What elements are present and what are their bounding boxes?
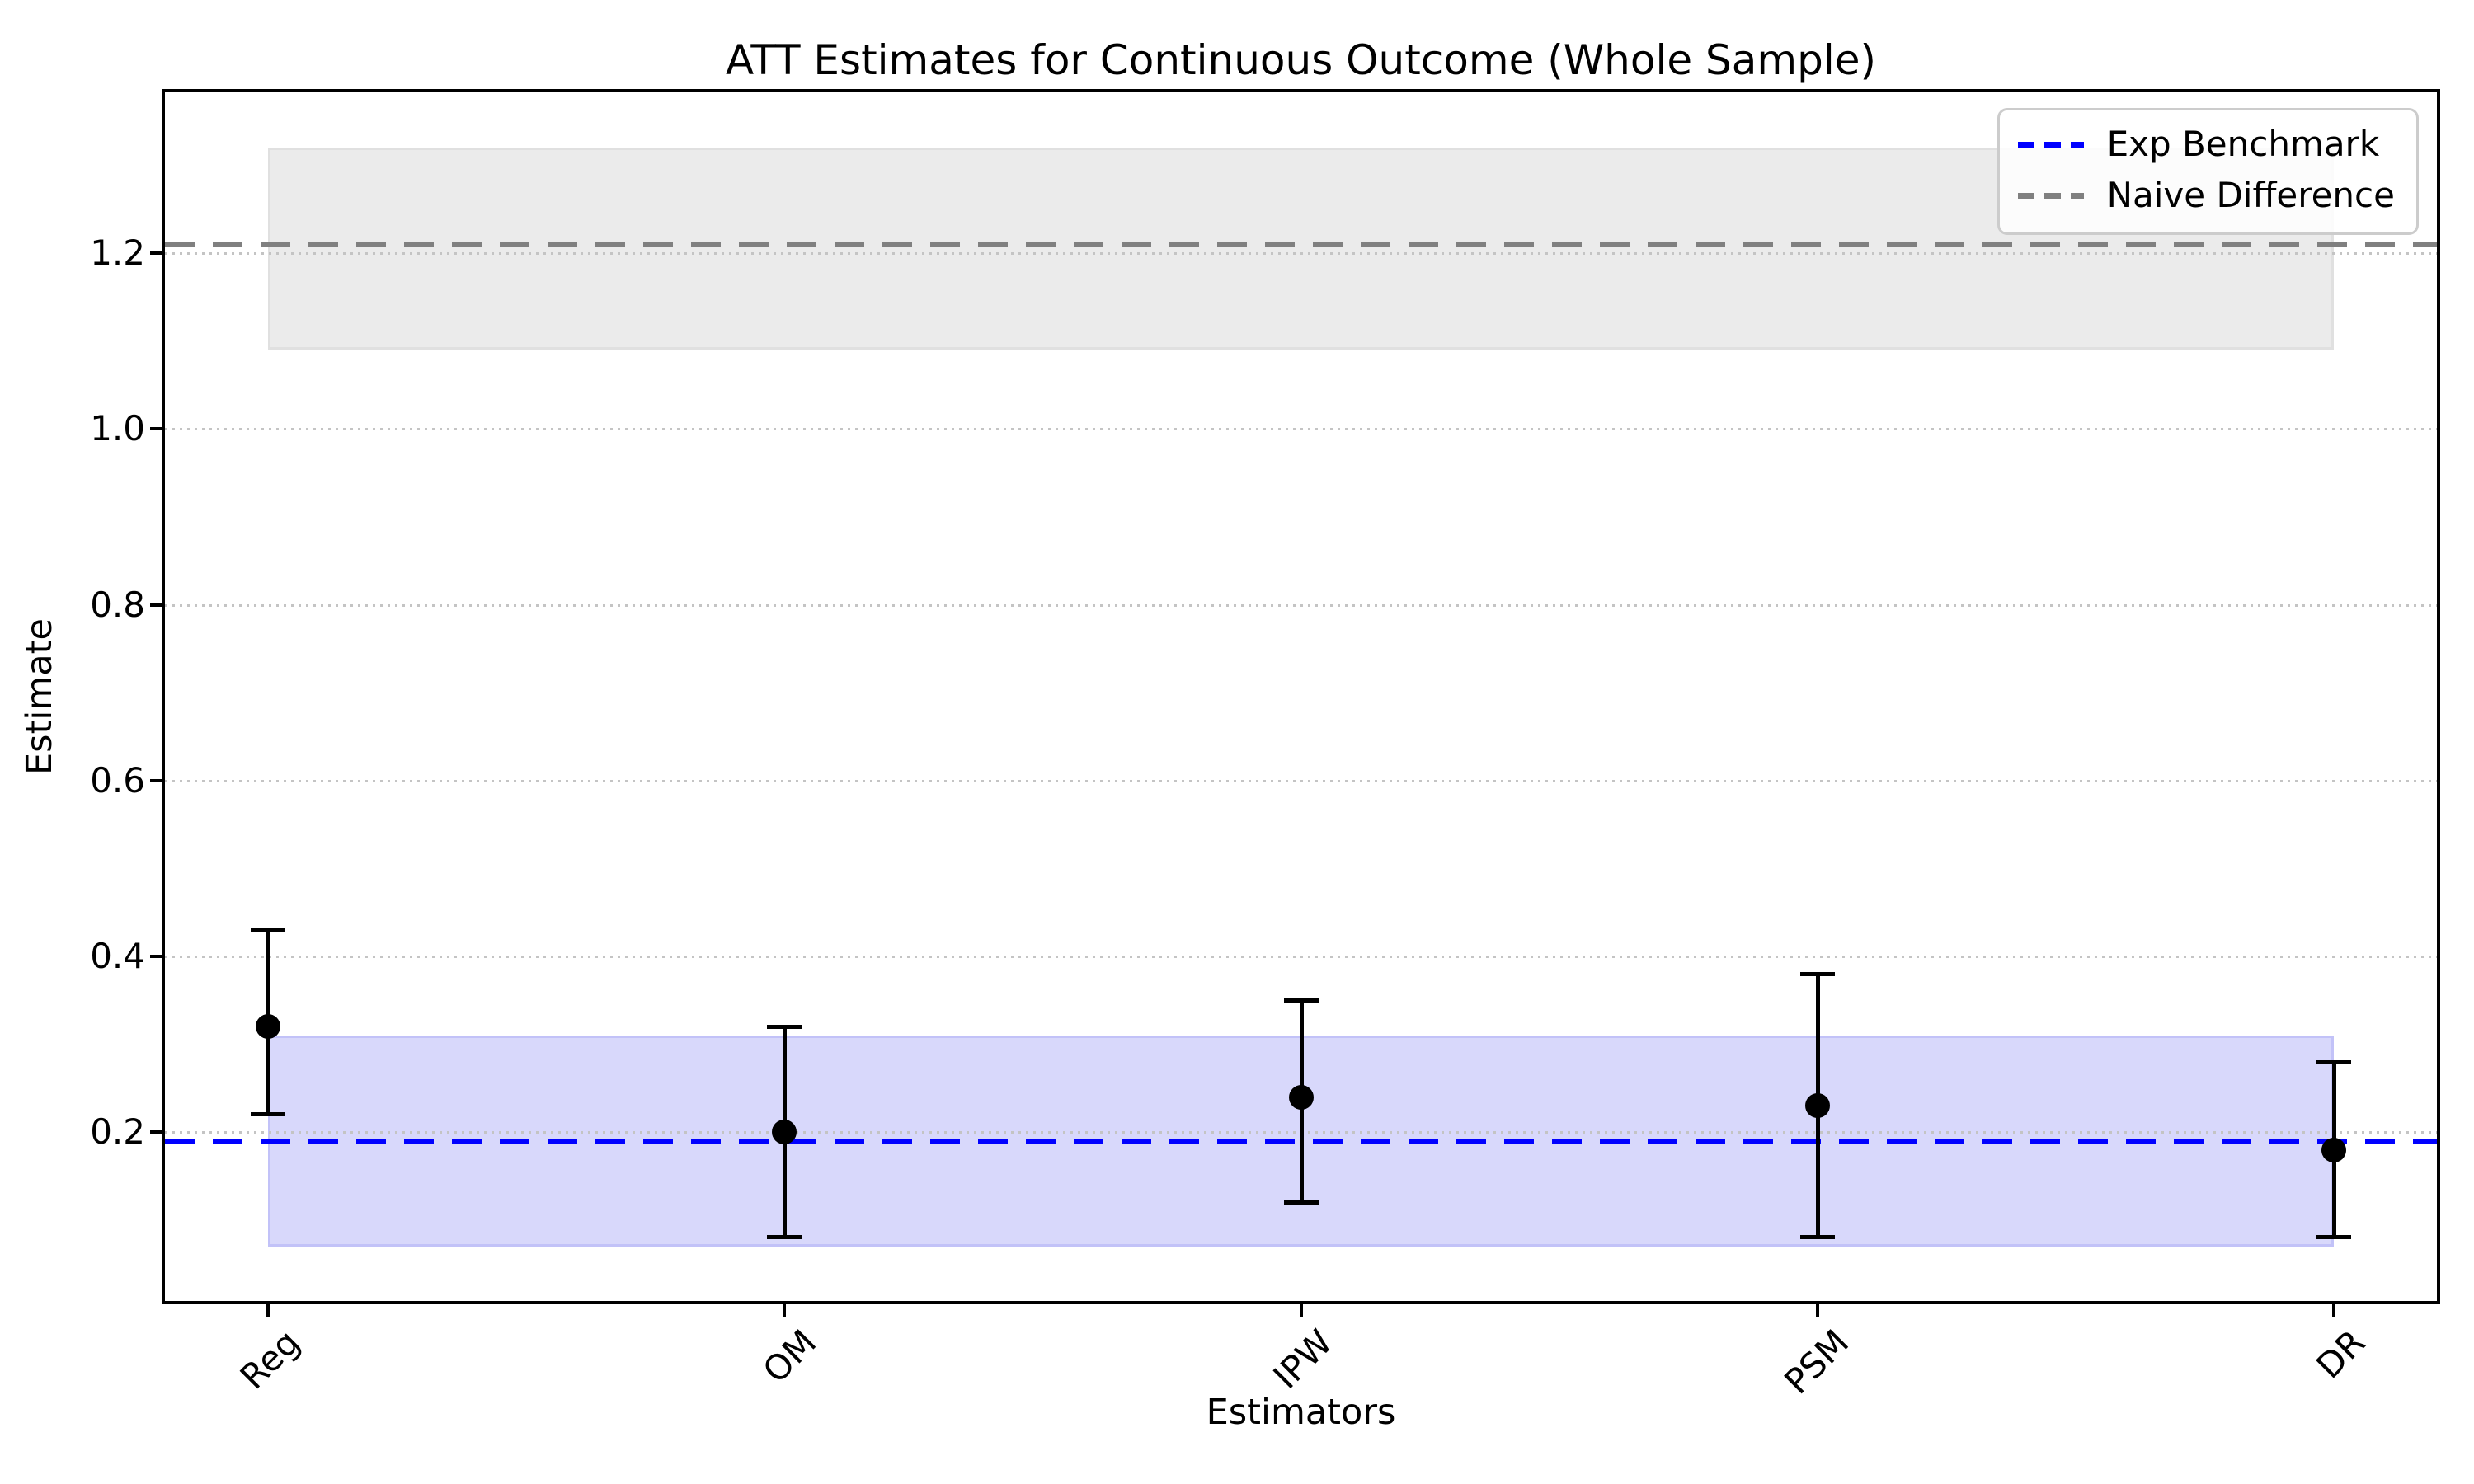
- x-tick-mark: [266, 1304, 270, 1317]
- x-tick-mark: [1815, 1304, 1819, 1317]
- x-tick-label: OM: [755, 1322, 825, 1391]
- y-tick-mark: [150, 1130, 162, 1134]
- y-tick-label: 0.4: [90, 936, 145, 977]
- x-tick-label: IPW: [1265, 1322, 1341, 1397]
- y-tick-mark: [150, 778, 162, 782]
- estimate-marker: [2321, 1137, 2346, 1162]
- x-tick-label: Reg: [233, 1322, 308, 1397]
- legend: Exp Benchmark Naive Difference: [1997, 108, 2419, 235]
- gridline: [165, 603, 2437, 607]
- legend-label: Naive Difference: [2106, 175, 2395, 215]
- y-tick-label: 1.2: [90, 232, 145, 274]
- error-bar-cap-bottom: [2316, 1235, 2351, 1240]
- x-axis-label: Estimators: [1206, 1392, 1396, 1433]
- gridline: [165, 956, 2437, 959]
- y-tick-mark: [150, 603, 162, 607]
- legend-item-naive-difference: Naive Difference: [2017, 170, 2395, 221]
- x-tick-label: DR: [2308, 1322, 2373, 1387]
- y-tick-label: 0.2: [90, 1111, 145, 1153]
- gridline: [165, 252, 2437, 256]
- error-bar-cap-bottom: [251, 1111, 286, 1116]
- x-tick-mark: [1299, 1304, 1303, 1317]
- error-bar-cap-top: [1283, 998, 1319, 1003]
- estimate-marker: [1288, 1084, 1314, 1110]
- y-tick-mark: [150, 251, 162, 256]
- y-tick-mark: [150, 427, 162, 431]
- plot-area: [162, 89, 2440, 1304]
- legend-item-exp-benchmark: Exp Benchmark: [2017, 119, 2395, 170]
- estimate-marker: [1804, 1093, 1830, 1119]
- x-tick-mark: [2331, 1304, 2335, 1317]
- x-tick-label: PSM: [1776, 1322, 1857, 1402]
- chart-title: ATT Estimates for Continuous Outcome (Wh…: [726, 36, 1876, 84]
- exp-benchmark-dash-icon: [2017, 141, 2084, 148]
- naive-band: [268, 148, 2334, 350]
- gridline: [165, 779, 2437, 782]
- error-bar-cap-top: [251, 928, 286, 933]
- error-bar-cap-bottom: [1799, 1235, 1835, 1240]
- estimate-marker: [772, 1120, 797, 1145]
- y-tick-label: 0.8: [90, 584, 145, 625]
- y-tick-mark: [150, 955, 162, 959]
- error-bar-cap-bottom: [767, 1235, 802, 1240]
- naive-difference-dash-icon: [2017, 192, 2084, 199]
- naive-line: [165, 242, 2437, 248]
- y-tick-label: 0.6: [90, 759, 145, 801]
- error-bar-cap-top: [2316, 1059, 2351, 1064]
- x-tick-mark: [783, 1304, 787, 1317]
- error-bar-cap-bottom: [1283, 1200, 1319, 1205]
- legend-label: Exp Benchmark: [2106, 124, 2380, 164]
- error-bar-cap-top: [1799, 972, 1835, 977]
- error-bar-cap-top: [767, 1025, 802, 1030]
- y-tick-label: 1.0: [90, 408, 145, 449]
- gridline: [165, 428, 2437, 431]
- estimate-marker: [256, 1014, 281, 1040]
